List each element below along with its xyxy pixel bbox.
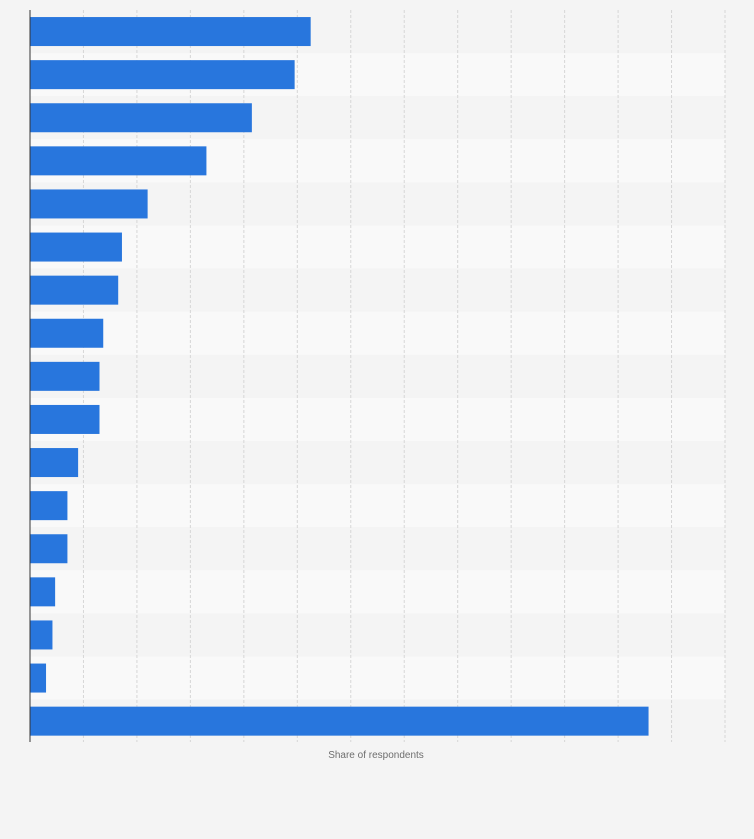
bar[interactable] <box>30 663 47 693</box>
bar[interactable] <box>30 448 79 478</box>
bar[interactable] <box>30 60 295 90</box>
row-band <box>30 397 725 441</box>
bar[interactable] <box>30 620 53 650</box>
row-band <box>30 441 725 485</box>
row-band <box>30 527 725 571</box>
bar[interactable] <box>30 232 122 262</box>
row-band <box>30 613 725 657</box>
bar[interactable] <box>30 103 252 133</box>
row-band <box>30 354 725 398</box>
bars <box>30 17 649 736</box>
bar[interactable] <box>30 275 119 305</box>
bar[interactable] <box>30 491 68 521</box>
x-axis-title: Share of respondents <box>328 750 424 761</box>
row-band <box>30 268 725 312</box>
row-band <box>30 484 725 528</box>
bar[interactable] <box>30 146 207 176</box>
bar[interactable] <box>30 706 649 736</box>
row-band <box>30 656 725 700</box>
row-band <box>30 225 725 269</box>
bar[interactable] <box>30 534 68 564</box>
bar[interactable] <box>30 404 100 434</box>
bar[interactable] <box>30 318 104 348</box>
bar[interactable] <box>30 17 311 47</box>
bar[interactable] <box>30 361 100 391</box>
row-band <box>30 311 725 355</box>
bar[interactable] <box>30 189 148 219</box>
row-band <box>30 570 725 614</box>
bar[interactable] <box>30 577 56 607</box>
